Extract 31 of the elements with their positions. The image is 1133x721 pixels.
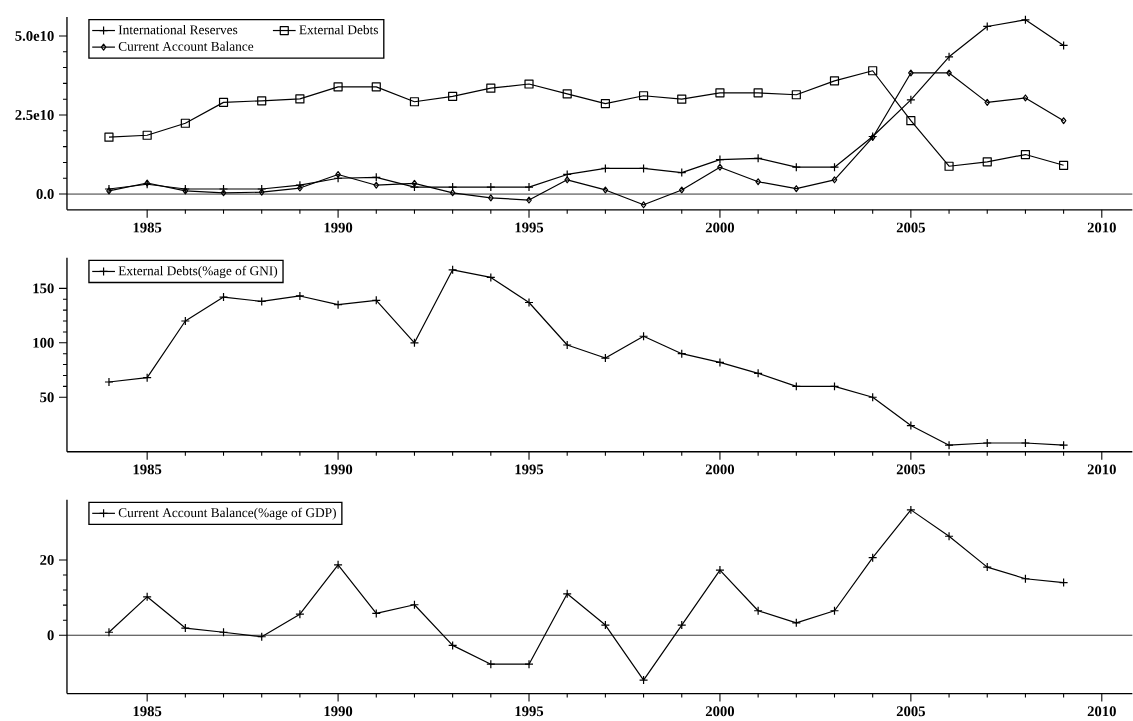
x-tick-label: 2005 <box>896 222 925 233</box>
legend-label: External Debts(%age of GNI) <box>118 265 278 279</box>
y-tick-label: 0 <box>47 630 54 641</box>
legend-label: External Debts <box>299 25 378 35</box>
x-tick-label: 1990 <box>324 222 353 233</box>
x-tick-label: 1990 <box>324 464 353 475</box>
y-tick-label: 0.0 <box>36 189 54 200</box>
legend-label: International Reserves <box>118 25 238 35</box>
y-tick-label: 100 <box>33 338 54 348</box>
x-tick-label: 2010 <box>1087 222 1116 233</box>
x-tick-label: 1990 <box>324 706 353 717</box>
legend-label: Current Account Balance <box>118 41 254 52</box>
x-tick-label: 2000 <box>705 222 735 233</box>
y-tick-label: 20 <box>40 555 54 566</box>
x-tick-label: 1995 <box>515 706 544 717</box>
x-tick-label: 2010 <box>1087 706 1116 717</box>
x-tick-label: 2005 <box>896 706 925 717</box>
x-tick-label: 2000 <box>705 706 735 717</box>
x-tick-label: 1985 <box>133 222 162 233</box>
x-tick-label: 1995 <box>515 464 544 475</box>
y-tick-label: 5.0e10 <box>15 31 54 42</box>
legend-label: Current Account Balance(%age of GDP) <box>118 507 336 521</box>
x-tick-label: 1995 <box>515 222 544 233</box>
x-tick-label: 2000 <box>705 464 735 475</box>
x-tick-label: 2010 <box>1087 464 1116 475</box>
y-tick-label: 2.5e10 <box>15 110 54 121</box>
y-tick-label: 150 <box>33 283 54 294</box>
x-tick-label: 1985 <box>133 706 162 717</box>
y-tick-label: 50 <box>40 392 54 403</box>
x-tick-label: 2005 <box>896 464 925 475</box>
x-tick-label: 1985 <box>133 464 162 475</box>
